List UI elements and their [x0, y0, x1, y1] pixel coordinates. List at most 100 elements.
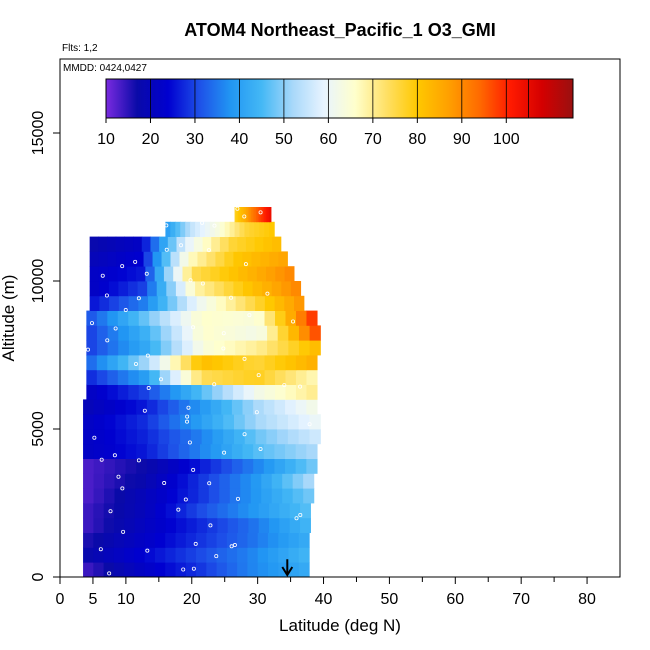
- heatmap-cell: [250, 473, 262, 489]
- x-tick-label: 70: [512, 591, 530, 608]
- heatmap-cell: [294, 295, 305, 311]
- heatmap-cell: [239, 207, 242, 223]
- sample-point: [243, 262, 248, 267]
- heatmap-cell: [295, 369, 308, 385]
- heatmap-cell: [83, 473, 95, 489]
- heatmap-cell: [117, 266, 128, 282]
- heatmap-cell: [298, 429, 311, 445]
- heatmap-cell: [288, 547, 300, 563]
- heatmap-cell: [104, 488, 116, 504]
- heatmap-cell: [200, 399, 212, 415]
- heatmap-cell: [255, 295, 266, 311]
- sample-point: [107, 571, 112, 576]
- heatmap-cell: [235, 340, 247, 356]
- heatmap-cell: [138, 310, 150, 326]
- heatmap-cell: [285, 443, 297, 459]
- colorbar: [105, 78, 574, 119]
- heatmap-cell: [96, 325, 109, 341]
- heatmap-cell: [233, 429, 246, 445]
- heatmap-cell: [83, 488, 95, 504]
- sample-point: [191, 566, 196, 571]
- heatmap-cell: [86, 384, 98, 400]
- heatmap-cell: [180, 429, 192, 445]
- heatmap-cell: [157, 458, 169, 474]
- heatmap-cell: [103, 532, 115, 548]
- sample-point: [208, 523, 213, 528]
- y-tick-label: 15000: [30, 111, 47, 156]
- heatmap-cell: [254, 207, 257, 223]
- heatmap-cell: [134, 251, 145, 267]
- heatmap-cell: [152, 251, 163, 267]
- heatmap-cell: [196, 295, 208, 311]
- heatmap-cell: [260, 251, 270, 267]
- heatmap-cell: [238, 266, 249, 282]
- heatmap-cell: [163, 266, 174, 282]
- heatmap-cell: [247, 266, 258, 282]
- heatmap-cell: [288, 532, 300, 548]
- heatmap-cell: [206, 295, 217, 311]
- sample-point: [235, 206, 240, 211]
- sample-point: [99, 457, 104, 462]
- heatmap-cell: [136, 399, 148, 415]
- heatmap-cell: [209, 221, 216, 237]
- sample-point: [307, 422, 312, 427]
- heatmap-cell: [279, 503, 291, 519]
- heatmap-cell: [292, 473, 304, 489]
- heatmap-cell: [86, 310, 98, 326]
- heatmap-cell: [222, 384, 234, 400]
- heatmap-cell: [125, 443, 137, 459]
- heatmap-cell: [263, 458, 276, 474]
- heatmap-cell: [254, 355, 266, 371]
- sample-point: [123, 308, 128, 313]
- sample-point: [200, 281, 205, 286]
- heatmap-cell: [187, 488, 199, 504]
- heatmap-cell: [93, 399, 105, 415]
- heatmap-cell: [222, 369, 234, 385]
- heatmap-cell: [279, 517, 291, 533]
- heatmap-cell: [275, 384, 287, 400]
- heatmap-cell: [144, 532, 156, 548]
- sample-point: [136, 458, 141, 463]
- heatmap-cell: [210, 399, 222, 415]
- heatmap-cell: [200, 443, 212, 459]
- y-axis-label: Altitude (m): [0, 275, 18, 362]
- heatmap-cell: [180, 221, 186, 237]
- heatmap-cell: [159, 369, 171, 385]
- heatmap-cell: [229, 488, 241, 504]
- heatmap-cell: [89, 295, 100, 311]
- heatmap-cell: [157, 295, 169, 311]
- heatmap-cell: [128, 325, 141, 341]
- heatmap-cell: [114, 517, 125, 533]
- heatmap-cell: [295, 384, 308, 400]
- colorbar-tick-label: 30: [186, 131, 204, 148]
- heatmap-cell: [93, 488, 105, 504]
- heatmap-cell: [107, 310, 119, 326]
- heatmap-cell: [114, 488, 126, 504]
- heatmap-cell: [264, 310, 276, 326]
- heatmap-cell: [245, 236, 256, 252]
- heatmap-cell: [93, 503, 105, 519]
- sample-point: [104, 293, 109, 298]
- heatmap-cell: [128, 369, 140, 385]
- heatmap-cell: [117, 310, 129, 326]
- heatmap-cell: [245, 340, 258, 356]
- sample-points: [85, 206, 312, 576]
- heatmap-cell: [269, 251, 279, 267]
- heatmap-cell: [281, 281, 292, 297]
- heatmap-cell: [274, 295, 285, 311]
- heatmap-cell: [214, 281, 225, 297]
- heatmap-cell: [222, 355, 234, 371]
- heatmap-cell: [223, 281, 234, 297]
- heatmap-cell: [235, 325, 247, 341]
- heatmap-cell: [306, 458, 318, 474]
- heatmap-cell: [284, 266, 295, 282]
- heatmap-cell: [217, 517, 229, 533]
- sample-point: [113, 326, 118, 331]
- heatmap-cell: [256, 340, 268, 356]
- heatmap-cell: [303, 488, 315, 504]
- heatmap-cell: [160, 340, 173, 356]
- heatmap-cell: [114, 443, 127, 459]
- heatmap-cell: [128, 340, 141, 356]
- heatmap-cell: [175, 281, 187, 297]
- heatmap-cell: [146, 443, 159, 459]
